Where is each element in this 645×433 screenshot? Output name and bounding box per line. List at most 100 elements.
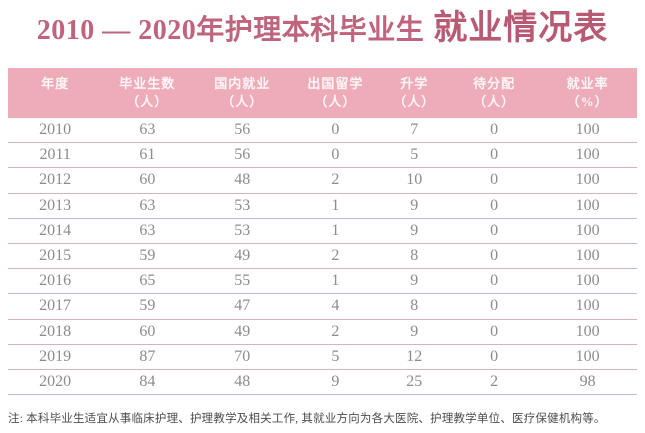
column-header: 就业率 （%） <box>538 75 637 111</box>
table-cell: 63 <box>139 196 156 214</box>
table-row: 2016 65 55 1 9 0 100 <box>8 269 637 295</box>
year-cell: 2015 <box>39 247 72 265</box>
table-cell: 0 <box>490 347 499 365</box>
table-cell: 98 <box>579 372 596 390</box>
table-cell: 100 <box>575 347 600 365</box>
year-cell: 2011 <box>39 146 71 164</box>
table-cell: 100 <box>575 272 600 290</box>
table-cell: 0 <box>490 322 499 340</box>
table-cell: 49 <box>234 247 251 265</box>
table-cell: 12 <box>406 347 423 365</box>
table-row: 2014 63 53 1 9 0 100 <box>8 218 637 244</box>
table-cell: 2 <box>331 322 340 340</box>
table-cell: 9 <box>410 196 419 214</box>
column-header: 毕业生数 （人） <box>102 75 192 111</box>
page-title: 2010 — 2020年护理本科毕业生 就业情况表 <box>0 0 645 58</box>
table-cell: 65 <box>139 272 156 290</box>
table-cell: 60 <box>139 171 156 189</box>
column-header-label: 升学 <box>400 76 429 91</box>
year-cell: 2010 <box>39 121 72 139</box>
table-cell: 8 <box>410 297 419 315</box>
table-cell: 53 <box>234 196 251 214</box>
table-row: 2017 59 47 4 8 0 100 <box>8 294 637 320</box>
table-cell: 100 <box>575 221 600 239</box>
year-cell: 2017 <box>39 297 72 315</box>
table-cell: 0 <box>331 121 340 139</box>
table-row: 2013 63 53 1 9 0 100 <box>8 193 637 219</box>
table-cell: 0 <box>490 247 499 265</box>
table-cell: 59 <box>139 247 156 265</box>
table-cell: 5 <box>410 146 419 164</box>
table-cell: 0 <box>331 146 340 164</box>
column-header-label: 待分配 <box>473 76 516 91</box>
table-cell: 63 <box>139 121 156 139</box>
table-cell: 9 <box>410 272 419 290</box>
table-cell: 0 <box>490 171 499 189</box>
column-header: 年度 <box>8 75 102 111</box>
table-cell: 0 <box>490 221 499 239</box>
year-cell: 2014 <box>39 221 72 239</box>
year-cell: 2019 <box>39 347 72 365</box>
table-cell: 48 <box>234 372 251 390</box>
page-title-prefix: 2010 — 2020年护理本科毕业生 <box>36 15 425 46</box>
table-row: 2010 63 56 0 7 0 100 <box>8 118 637 144</box>
column-header-unit: （人） <box>126 94 169 109</box>
table-row: 2019 87 70 5 12 0 100 <box>8 344 637 370</box>
table-cell: 60 <box>139 322 156 340</box>
table-cell: 87 <box>139 347 156 365</box>
table-cell: 2 <box>490 372 499 390</box>
table-cell: 5 <box>331 347 340 365</box>
table-cell: 9 <box>331 372 340 390</box>
table-cell: 10 <box>406 171 423 189</box>
table-cell: 47 <box>234 297 251 315</box>
table-cell: 2 <box>331 247 340 265</box>
table-cell: 1 <box>331 272 340 290</box>
page-title-emphasis: 就业情况表 <box>433 10 609 47</box>
year-cell: 2013 <box>39 196 72 214</box>
table-cell: 84 <box>139 372 156 390</box>
table-row: 2020 84 48 9 25 2 98 <box>8 369 637 396</box>
table-cell: 63 <box>139 221 156 239</box>
column-header-label: 出国留学 <box>307 76 364 91</box>
year-cell: 2016 <box>39 272 72 290</box>
table-header-row: 年度 毕业生数 （人） 国内就业 （人） 出国留学 （人） 升学 （人） 待分配 （人） 就业率 （%） <box>8 68 637 118</box>
column-header: 升学 （人） <box>378 75 450 111</box>
year-cell: 2018 <box>39 322 72 340</box>
table-cell: 56 <box>234 121 251 139</box>
year-cell: 2020 <box>39 372 72 390</box>
table-cell: 2 <box>331 171 340 189</box>
table-cell: 7 <box>410 121 419 139</box>
table-cell: 0 <box>490 146 499 164</box>
table-cell: 100 <box>575 171 600 189</box>
table-body: 2010 63 56 0 7 0 100 2011 61 56 0 5 0 100 2012 60 48 2 10 0… <box>8 118 637 396</box>
table-cell: 56 <box>234 146 251 164</box>
table-cell: 1 <box>331 196 340 214</box>
column-header-unit: （%） <box>566 94 609 109</box>
column-header-label: 就业率 <box>566 76 609 91</box>
column-header: 待分配 （人） <box>450 75 538 111</box>
table-cell: 100 <box>575 196 600 214</box>
table-cell: 55 <box>234 272 251 290</box>
column-header-label: 国内就业 <box>214 76 271 91</box>
table-cell: 0 <box>490 272 499 290</box>
table-row: 2011 61 56 0 5 0 100 <box>8 143 637 169</box>
table-cell: 70 <box>234 347 251 365</box>
table-cell: 49 <box>234 322 251 340</box>
table-cell: 100 <box>575 247 600 265</box>
column-header-label: 毕业生数 <box>119 76 176 91</box>
table-cell: 61 <box>139 146 156 164</box>
table-row: 2018 60 49 2 9 0 100 <box>8 319 637 345</box>
column-header-unit: （人） <box>473 94 516 109</box>
table-cell: 9 <box>410 322 419 340</box>
column-header-unit: （人） <box>221 94 264 109</box>
table-cell: 48 <box>234 171 251 189</box>
column-header: 出国留学 （人） <box>292 75 378 111</box>
column-header-label: 年度 <box>41 76 70 91</box>
table-cell: 25 <box>406 372 423 390</box>
column-header-unit: （人） <box>314 94 357 109</box>
table-cell: 0 <box>490 297 499 315</box>
year-cell: 2012 <box>39 171 72 189</box>
table-cell: 100 <box>575 146 600 164</box>
table-row: 2015 59 49 2 8 0 100 <box>8 243 637 270</box>
